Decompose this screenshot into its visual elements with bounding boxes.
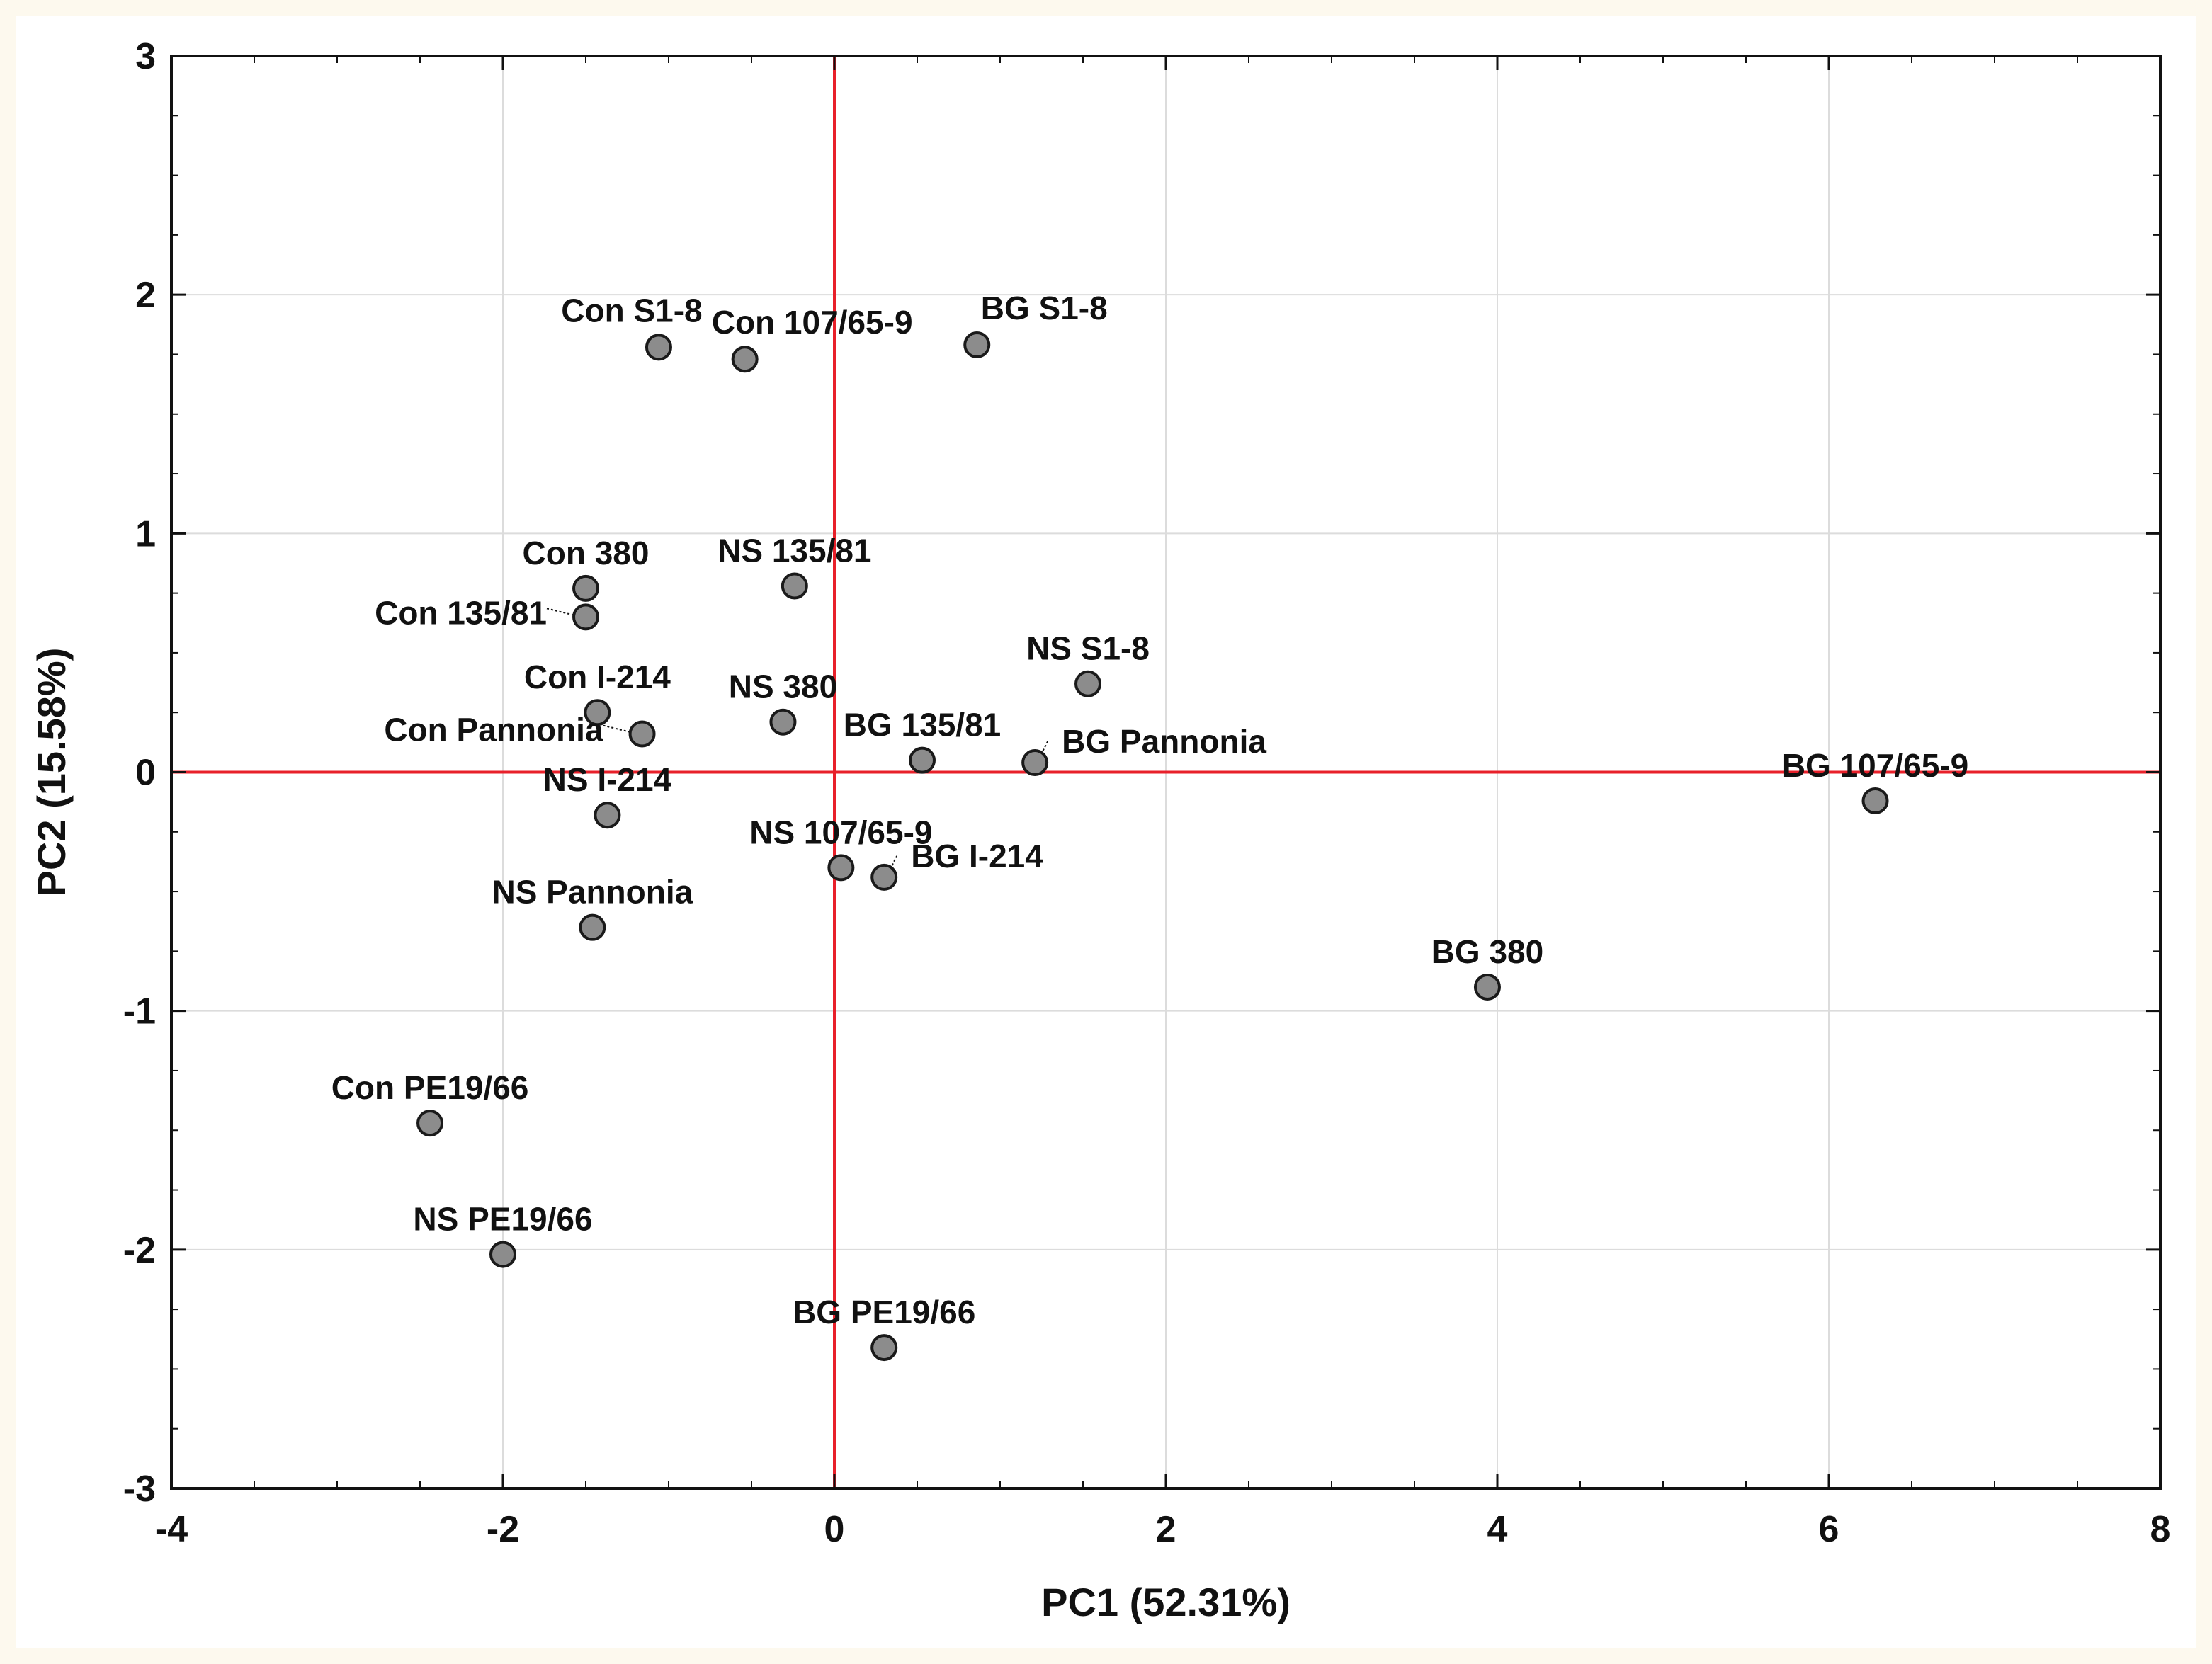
data-point	[584, 699, 611, 726]
point-label: Con PE19/66	[331, 1069, 529, 1106]
data-point	[579, 913, 606, 941]
point-label: BG I-214	[911, 838, 1043, 874]
data-point	[489, 1241, 516, 1268]
point-label: Con 135/81	[375, 594, 547, 631]
y-tick-label: -2	[123, 1230, 156, 1271]
x-tick-label: -2	[487, 1509, 519, 1550]
point-label: Con I-214	[524, 659, 671, 695]
x-tick-label: 0	[824, 1509, 845, 1550]
data-point	[1861, 787, 1889, 814]
data-point	[827, 854, 855, 882]
point-label: Con 380	[523, 535, 650, 571]
data-point	[963, 331, 991, 358]
x-axis-title: PC1 (52.31%)	[1041, 1580, 1291, 1624]
point-label: NS Pannonia	[492, 874, 693, 911]
data-point	[1074, 670, 1102, 697]
y-axis-title: PC2 (15.58%)	[29, 648, 74, 897]
x-tick-label: 4	[1487, 1509, 1508, 1550]
data-point	[628, 720, 656, 748]
data-point	[572, 603, 599, 631]
y-tick-label: -3	[123, 1469, 156, 1510]
point-label: BG 135/81	[844, 707, 1001, 743]
y-tick-label: 0	[135, 753, 156, 794]
axis-ticks: -4 -2 0 2 4 6 8 -3 -2 -1 0 1 2 3	[123, 36, 2171, 1550]
point-label: BG PE19/66	[793, 1294, 975, 1330]
point-label: BG S1-8	[981, 290, 1108, 326]
y-tick-label: -1	[123, 991, 156, 1032]
point-label: NS S1-8	[1026, 630, 1150, 667]
point-label: NS 107/65-9	[749, 814, 932, 850]
point-label: BG 107/65-9	[1782, 747, 1968, 784]
pca-scatter-plot: -4 -2 0 2 4 6 8 -3 -2 -1 0 1 2 3 Con S1-8 Con 107/65-9…	[29, 36, 2171, 1624]
x-tick-label: 2	[1156, 1509, 1176, 1550]
data-point	[870, 863, 898, 891]
data-point	[416, 1110, 444, 1137]
x-tick-label: 8	[2150, 1509, 2171, 1550]
point-label: NS I-214	[543, 761, 672, 798]
data-point	[870, 1334, 898, 1362]
data-point	[769, 708, 797, 736]
data-point	[731, 346, 759, 373]
data-point	[572, 574, 599, 602]
label-leader-line	[1038, 741, 1049, 759]
point-label: BG Pannonia	[1062, 723, 1266, 760]
data-point	[645, 334, 672, 361]
data-point	[1021, 749, 1049, 777]
x-tick-label: -4	[155, 1509, 188, 1550]
data-point	[1473, 973, 1501, 1001]
y-tick-label: 1	[135, 513, 156, 554]
point-label: Con S1-8	[561, 292, 702, 329]
point-label: NS 380	[729, 668, 837, 705]
data-points	[416, 331, 1889, 1362]
data-point	[909, 746, 936, 774]
data-point	[594, 802, 621, 829]
data-point	[781, 572, 808, 600]
label-leader-line	[887, 855, 898, 874]
point-label: Con 107/65-9	[712, 304, 913, 341]
point-labels: Con S1-8 Con 107/65-9 BG S1-8 Con 380 NS 135…	[331, 290, 1969, 1330]
point-label: NS PE19/66	[413, 1201, 592, 1238]
point-label: NS 135/81	[718, 532, 871, 569]
point-label: Con Pannonia	[384, 712, 603, 748]
y-tick-label: 3	[135, 36, 156, 77]
y-tick-label: 2	[135, 275, 156, 316]
reference-lines	[171, 56, 2160, 1488]
x-tick-label: 6	[1819, 1509, 1839, 1550]
point-label: BG 380	[1431, 933, 1544, 970]
chart-frame: -4 -2 0 2 4 6 8 -3 -2 -1 0 1 2 3 Con S1-8 Con 107/65-9…	[16, 16, 2196, 1648]
